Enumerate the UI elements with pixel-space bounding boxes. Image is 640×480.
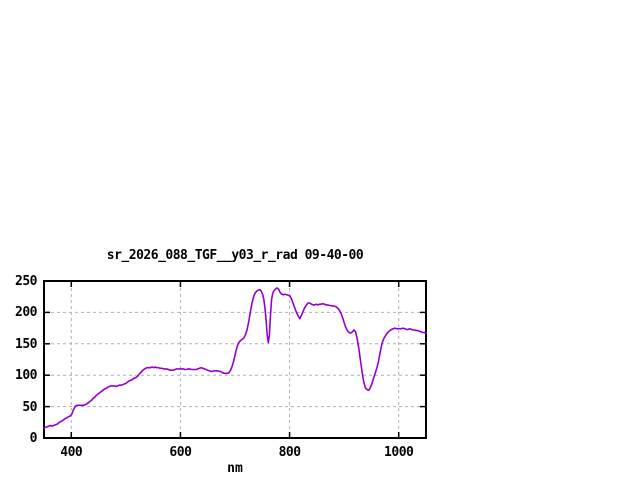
- y-tick-label: 250: [15, 274, 37, 289]
- y-tick-label: 200: [15, 305, 37, 321]
- x-tick-label: 800: [278, 445, 301, 460]
- plot-border: [43, 280, 427, 439]
- y-tick-label: 100: [15, 368, 37, 384]
- spectrum-line: [43, 287, 427, 429]
- gridlines: [45, 282, 425, 437]
- x-axis-title: nm: [227, 461, 243, 476]
- x-tick-label: 600: [169, 445, 192, 460]
- x-tick-label: 400: [60, 445, 83, 460]
- axis-ticks: [44, 281, 426, 438]
- chart-title: sr_2026_088_TGF__y03_r_rad 09-40-00: [106, 248, 364, 263]
- y-tick-label: 150: [15, 336, 37, 352]
- x-tick-label: 1000: [384, 445, 414, 460]
- y-tick-label: 0: [29, 431, 38, 446]
- y-tick-label: 50: [22, 399, 37, 415]
